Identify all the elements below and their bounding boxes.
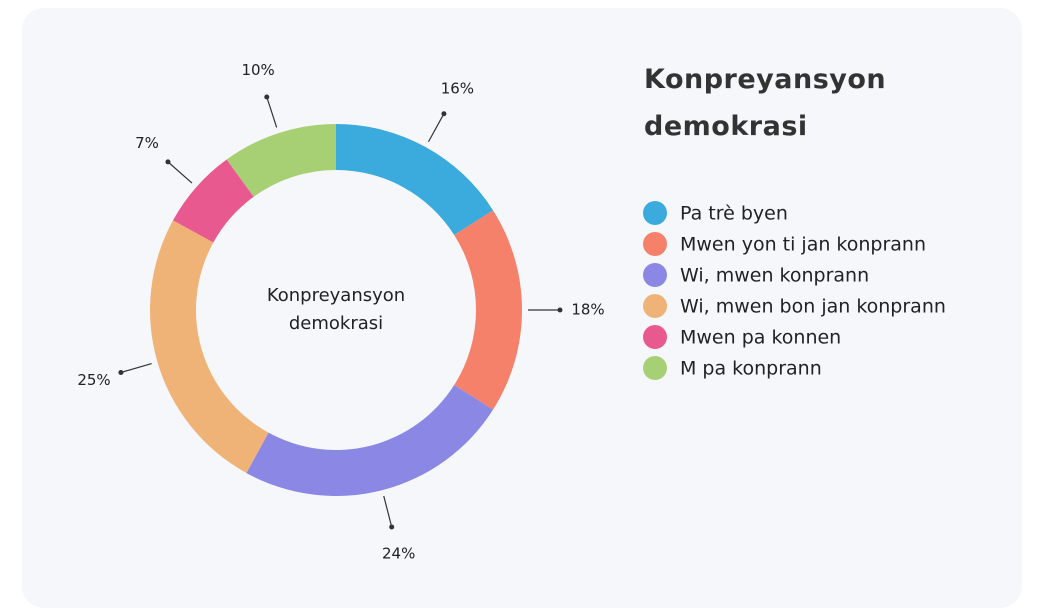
leader-dot — [165, 159, 171, 165]
center-label: Konpreyansyon demokrasi — [266, 285, 406, 334]
data-label: 10% — [241, 61, 274, 79]
slice — [336, 124, 494, 235]
slice — [173, 159, 254, 243]
slice — [226, 124, 336, 197]
data-label: 18% — [571, 301, 604, 319]
data-label: 7% — [135, 134, 159, 152]
leader-dot — [389, 524, 395, 530]
slice — [149, 220, 269, 473]
data-label: 16% — [441, 80, 474, 98]
data-label: 24% — [382, 545, 415, 563]
legend-label: Wi, mwen konprann — [680, 265, 869, 287]
leader-dot — [264, 94, 270, 100]
legend-swatch — [643, 263, 667, 287]
legend-label: Mwen pa konnen — [680, 327, 841, 349]
legend-label: Mwen yon ti jan konprann — [680, 234, 926, 256]
leader-dot — [557, 307, 563, 313]
slice — [454, 210, 522, 410]
slice — [246, 385, 494, 496]
leader-line — [383, 495, 393, 528]
chart-title: Konpreyansyon demokrasi — [644, 64, 887, 142]
legend-swatch — [643, 232, 667, 256]
leader-dot — [441, 111, 447, 117]
leader-line — [167, 161, 193, 184]
leader-line — [266, 96, 278, 128]
legend-swatch — [643, 294, 667, 318]
leader-dot — [118, 369, 124, 375]
legend-swatch — [643, 325, 667, 349]
legend-swatch — [643, 356, 667, 380]
legend-label: Wi, mwen bon jan konprann — [680, 296, 946, 318]
legend-label: M pa konprann — [680, 358, 822, 380]
data-label: 25% — [77, 371, 110, 389]
legend-label: Pa trè byen — [680, 203, 788, 225]
legend-swatch — [643, 201, 667, 225]
leader-line — [427, 113, 445, 143]
leader-line — [120, 362, 152, 374]
